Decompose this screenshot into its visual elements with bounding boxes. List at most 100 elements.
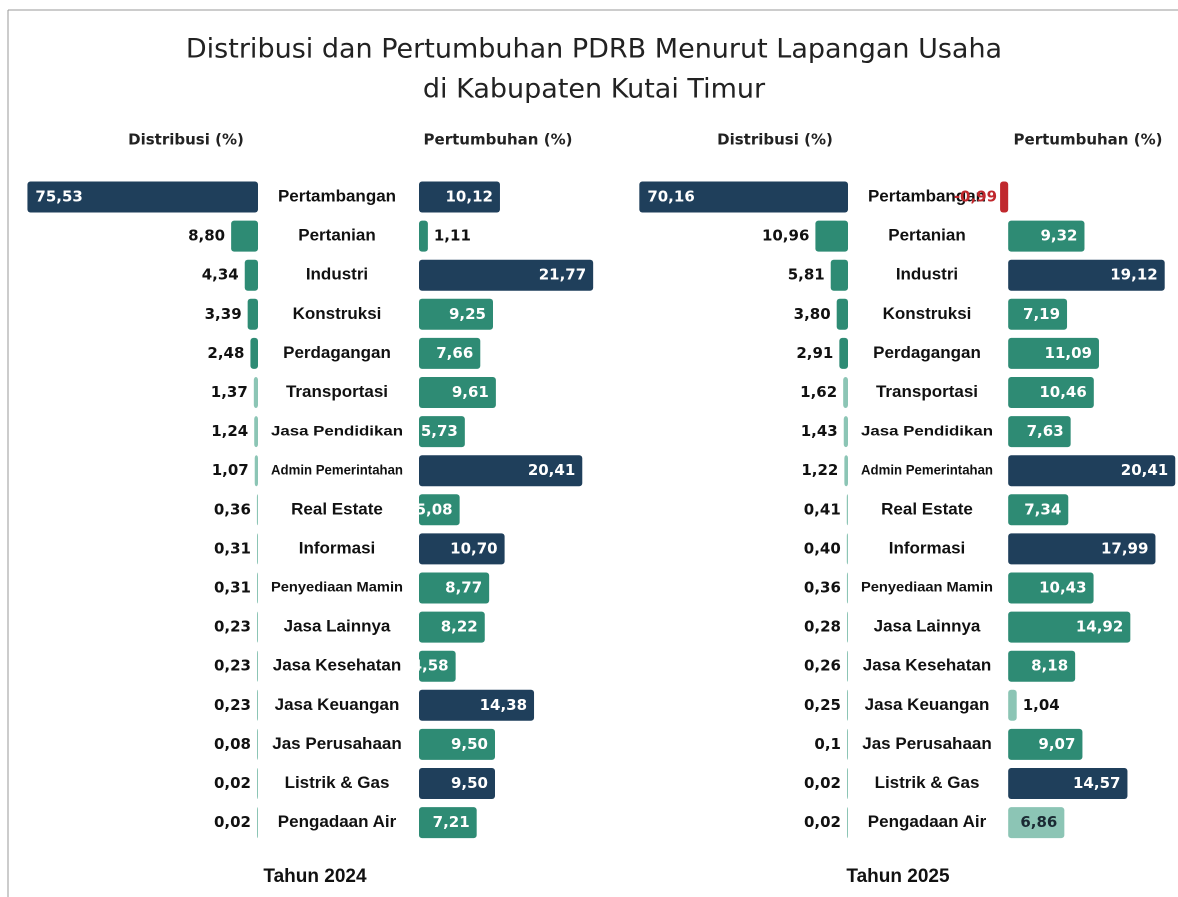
category-label: Real Estate	[881, 499, 973, 518]
category-label: Industri	[896, 265, 958, 284]
value-label: 9,50	[451, 774, 488, 792]
value-label: 0,26	[804, 657, 841, 675]
bar	[254, 455, 258, 487]
category-label: Informasi	[299, 538, 376, 557]
bar	[1008, 220, 1085, 252]
value-label: 2,48	[207, 344, 244, 362]
value-label: 70,16	[647, 188, 694, 206]
value-label: 1,11	[434, 227, 471, 245]
bar	[244, 259, 258, 291]
bar	[257, 728, 258, 760]
bar	[257, 650, 258, 682]
bar	[419, 259, 594, 291]
value-label: 0,02	[214, 774, 251, 792]
bar	[1008, 377, 1094, 408]
value-label: 1,22	[801, 461, 838, 479]
value-label: 0,23	[214, 618, 251, 636]
bar	[419, 298, 493, 330]
value-label: 20,41	[1121, 461, 1168, 479]
value-label: 4,34	[202, 266, 239, 284]
value-label: 6,86	[1020, 813, 1057, 831]
bar	[847, 650, 848, 682]
bar	[1008, 650, 1076, 682]
category-label: Jasa Pendidikan	[861, 422, 993, 438]
bar	[1000, 181, 1009, 213]
bar	[1008, 611, 1131, 643]
bar	[257, 572, 258, 604]
column-title: Distribusi (%)	[128, 131, 244, 149]
value-label: 7,66	[436, 344, 473, 362]
bar	[257, 611, 258, 643]
value-label: 4,58	[412, 657, 449, 675]
chart-title: Distribusi dan Pertumbuhan PDRB Menurut …	[186, 34, 1002, 65]
bar	[27, 181, 258, 213]
bar	[257, 533, 258, 565]
category-label: Pertanian	[888, 226, 965, 245]
value-label: 5,08	[416, 500, 453, 518]
category-label: Industri	[306, 265, 368, 284]
category-label: Listrik & Gas	[875, 773, 980, 792]
category-label: Jasa Pendidikan	[271, 422, 403, 438]
bar	[1008, 416, 1071, 448]
category-label: Jasa Keuangan	[865, 695, 990, 714]
value-label: 1,24	[211, 422, 248, 440]
bar	[1008, 494, 1069, 526]
bar	[844, 455, 848, 487]
column-title: Pertumbuhan (%)	[1014, 131, 1163, 149]
value-label: 3,80	[794, 305, 831, 323]
value-label: 5,81	[788, 266, 825, 284]
category-label: Pertanian	[298, 226, 375, 245]
value-label: 14,38	[480, 696, 527, 714]
value-label: 7,19	[1023, 305, 1060, 323]
value-label: 8,77	[445, 579, 482, 597]
value-label: 0,08	[214, 735, 251, 753]
bar	[843, 416, 848, 448]
bar	[419, 181, 500, 213]
value-label: 7,63	[1027, 422, 1064, 440]
value-label: 1,43	[801, 422, 838, 440]
bar	[250, 337, 258, 369]
category-label: Real Estate	[291, 499, 383, 518]
value-label: 5,73	[421, 422, 458, 440]
category-label: Penyediaan Mamin	[271, 579, 403, 595]
value-label: 14,92	[1076, 618, 1123, 636]
value-label: -0,99	[954, 188, 997, 206]
value-label: 8,18	[1031, 657, 1068, 675]
bar	[419, 650, 456, 682]
category-label: Jasa Lainnya	[874, 617, 981, 636]
category-label: Konstruksi	[293, 304, 382, 323]
bar	[846, 494, 848, 526]
bar	[836, 298, 848, 330]
bar	[847, 611, 848, 643]
bar	[843, 377, 848, 408]
bar	[419, 533, 505, 565]
value-label: 9,25	[449, 305, 486, 323]
value-label: 0,40	[804, 539, 841, 557]
value-label: 0,1	[814, 735, 841, 753]
value-label: 9,61	[452, 383, 489, 401]
category-label: Perdagangan	[873, 343, 981, 362]
bar	[1008, 533, 1156, 565]
value-label: 0,31	[214, 539, 251, 557]
category-label: Jas Perusahaan	[862, 734, 991, 753]
bar	[419, 220, 428, 252]
caption: Tahun 2025	[846, 866, 950, 887]
bar	[1008, 807, 1065, 839]
column-title: Distribusi (%)	[717, 131, 833, 149]
bar	[419, 416, 465, 448]
value-label: 10,43	[1039, 579, 1086, 597]
value-label: 2,91	[796, 344, 833, 362]
value-label: 9,50	[451, 735, 488, 753]
bar	[419, 377, 496, 408]
category-label: Jasa Lainnya	[284, 617, 391, 636]
caption: Tahun 2024	[263, 866, 367, 887]
bar	[231, 220, 258, 252]
value-label: 19,12	[1110, 266, 1157, 284]
bar	[419, 807, 477, 839]
bar	[847, 768, 848, 799]
value-label: 0,02	[214, 813, 251, 831]
bar	[830, 259, 848, 291]
value-label: 17,99	[1101, 539, 1148, 557]
bar	[257, 807, 258, 839]
category-label: Admin Pemerintahan	[271, 461, 403, 477]
